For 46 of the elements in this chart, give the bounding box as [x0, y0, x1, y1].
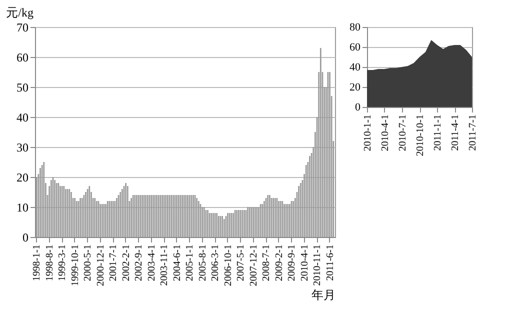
x-tick-label: 1999-3-1	[57, 244, 68, 282]
x-tick-label: 2005-8-1	[197, 244, 208, 282]
x-tick-label: 2003-4-1	[146, 244, 158, 282]
x-tick-label: 2010-10-1	[415, 114, 426, 156]
x-tick-label: 2002-2-1	[120, 244, 132, 282]
x-tick-label: 2010-11-1	[312, 244, 324, 286]
x-tick-label: 2007-5-1	[236, 244, 247, 282]
x-tick-label: 2011-6-1	[324, 244, 336, 281]
y-tick-label: 30	[16, 140, 28, 154]
y-tick-label: 0	[22, 230, 28, 244]
x-tick-label: 2000-5-1	[82, 244, 94, 282]
y-tick-label: 0	[355, 102, 361, 114]
x-tick-label: 2007-12-1	[248, 244, 260, 286]
y-tick-label: 70	[16, 20, 28, 34]
y-tick-label: 40	[350, 62, 361, 74]
y-tick-label: 80	[350, 22, 361, 34]
x-tick-label: 2009-2-1	[274, 244, 285, 282]
x-tick-label: 2011-4-1	[450, 114, 461, 151]
x-tick-label: 2011-1-1	[432, 114, 444, 151]
x-tick-label: 2001-7-1	[108, 244, 120, 282]
x-tick-label: 1998-8-1	[44, 244, 56, 282]
y-axis-title: 元/kg	[6, 6, 34, 20]
x-tick-label: 1999-10-1	[70, 244, 81, 286]
x-tick-label: 2000-12-1	[95, 244, 106, 286]
y-tick-label: 50	[16, 80, 28, 94]
y-tick-label: 60	[350, 42, 361, 54]
x-tick-label: 2003-11-1	[159, 244, 170, 286]
y-tick-label: 60	[16, 50, 28, 64]
x-tick-label: 2011-7-1	[468, 114, 478, 151]
y-tick-label: 10	[16, 200, 28, 214]
x-tick-label: 1998-1-1	[32, 244, 43, 282]
x-axis-title: 年月	[312, 288, 336, 302]
x-tick-label: 2010-1-1	[362, 114, 374, 152]
y-tick-label: 40	[16, 110, 28, 124]
x-tick-label: 2005-1-1	[184, 244, 196, 282]
x-tick-label: 2010-4-1	[380, 114, 391, 152]
x-tick-label: 2006-3-1	[210, 244, 222, 282]
x-tick-label: 2006-10-1	[222, 244, 234, 286]
x-tick-label: 2010-7-1	[397, 114, 408, 152]
x-tick-label: 2010-4-1	[299, 244, 310, 282]
x-tick-label: 2008-7-1	[261, 244, 272, 282]
x-tick-label: 2002-9-1	[134, 244, 145, 282]
x-tick-label: 2004-6-1	[172, 244, 183, 282]
y-tick-label: 20	[16, 170, 28, 184]
y-tick-label: 20	[350, 82, 361, 94]
x-tick-label: 2009-9-1	[286, 244, 298, 282]
